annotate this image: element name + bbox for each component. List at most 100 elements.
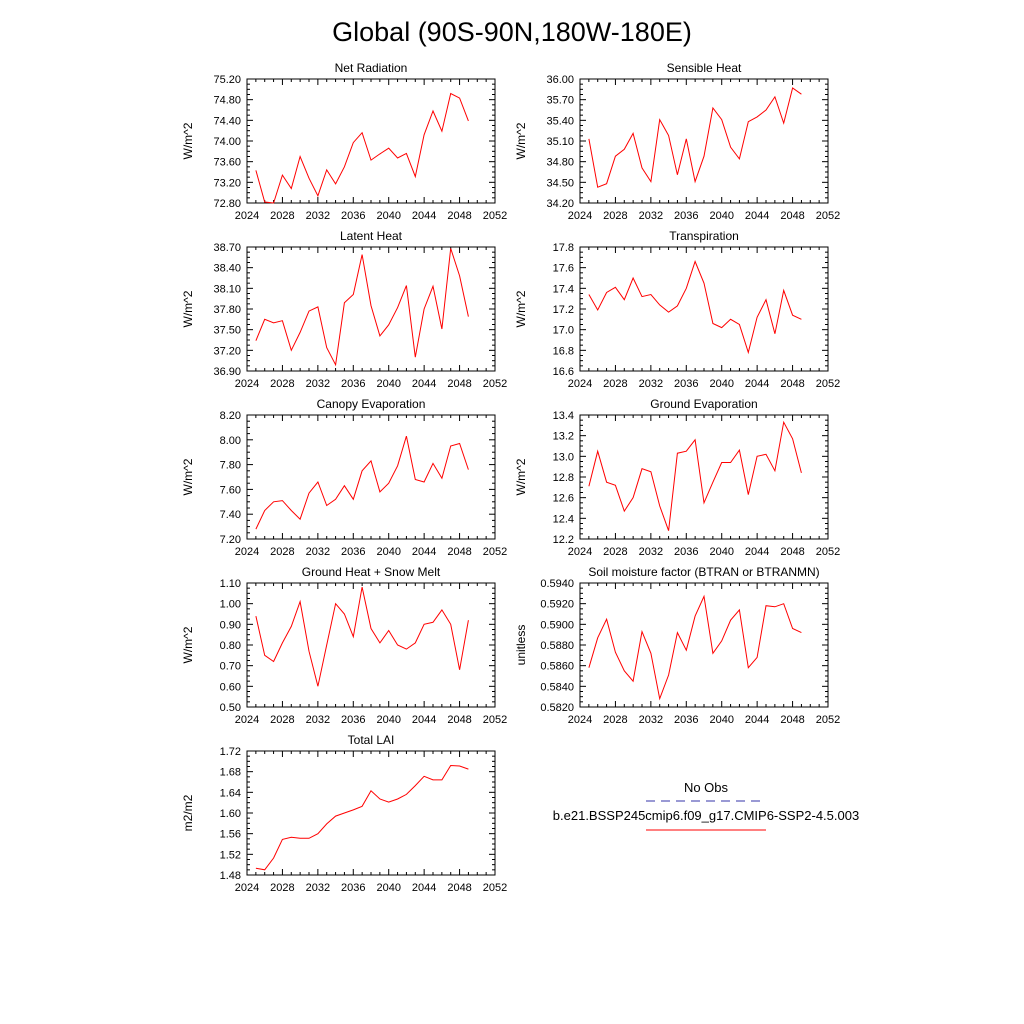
x-tick-label: 2052: [816, 210, 840, 222]
x-tick-label: 2036: [341, 210, 365, 222]
x-tick-label: 2028: [270, 378, 294, 390]
panel-5: Canopy Evaporation W/m^2 2024 2028 2032 2036 2…: [181, 397, 507, 558]
y-tick-label: 0.60: [220, 681, 241, 693]
x-tick-label: 2036: [674, 714, 698, 726]
plot-frame: [246, 414, 496, 540]
y-tick-label: 37.80: [213, 304, 241, 316]
x-tick-label: 2036: [341, 882, 365, 894]
x-tick-label: 2044: [745, 546, 769, 558]
y-tick-label: 0.90: [220, 619, 241, 631]
y-tick-label: 13.0: [553, 451, 574, 463]
x-tick-label: 2044: [412, 546, 436, 558]
x-tick-label: 2040: [709, 714, 733, 726]
y-tick-label: 73.60: [213, 157, 241, 169]
panel-title: Sensible Heat: [667, 61, 742, 75]
panel-title: Ground Evaporation: [650, 397, 757, 411]
x-tick-label: 2044: [412, 882, 436, 894]
x-tick-label: 2024: [235, 378, 259, 390]
panel-title: Ground Heat + Snow Melt: [302, 565, 441, 579]
y-tick-label: 1.72: [220, 746, 241, 758]
y-tick-label: 7.40: [220, 509, 241, 521]
panel-8: Soil moisture factor (BTRAN or BTRANMN) u…: [514, 565, 840, 726]
series-line: [588, 87, 802, 188]
x-tick-label: 2040: [376, 714, 400, 726]
panel-title: Transpiration: [669, 229, 739, 243]
panel-7: Ground Heat + Snow Melt W/m^2 2024 2028 2032…: [181, 565, 507, 726]
y-tick-label: 34.80: [546, 157, 574, 169]
y-tick-label: 38.40: [213, 263, 241, 275]
y-axis-label: W/m^2: [514, 290, 528, 327]
x-tick-label: 2052: [816, 378, 840, 390]
y-tick-label: 72.80: [213, 198, 241, 210]
plot-frame: [579, 414, 829, 540]
y-tick-label: 0.5940: [540, 578, 574, 590]
panel-3: Latent Heat W/m^2 2024 2028 2032 2036 2040 2044…: [181, 229, 507, 390]
y-tick-label: 0.50: [220, 702, 241, 714]
y-tick-label: 13.4: [553, 410, 574, 422]
y-tick-label: 1.64: [220, 787, 241, 799]
y-tick-label: 36.90: [213, 366, 241, 378]
panel-6: Ground Evaporation W/m^2 2024 2028 2032 2036 2…: [514, 397, 840, 558]
x-tick-label: 2040: [376, 546, 400, 558]
x-tick-label: 2048: [447, 714, 471, 726]
y-tick-label: 0.70: [220, 661, 241, 673]
x-tick-label: 2048: [780, 546, 804, 558]
x-tick-label: 2024: [235, 546, 259, 558]
y-tick-label: 17.4: [553, 283, 574, 295]
y-tick-label: 75.20: [213, 74, 241, 86]
y-axis-label: W/m^2: [181, 626, 195, 663]
y-tick-label: 1.56: [220, 829, 241, 841]
y-tick-label: 0.5920: [540, 599, 574, 611]
y-tick-label: 74.40: [213, 115, 241, 127]
y-tick-label: 8.00: [220, 435, 241, 447]
x-tick-label: 2024: [568, 378, 592, 390]
y-tick-label: 0.80: [220, 640, 241, 652]
y-axis-label: W/m^2: [181, 122, 195, 159]
x-tick-label: 2028: [603, 210, 627, 222]
y-tick-label: 35.40: [546, 115, 574, 127]
panel-title: Canopy Evaporation: [317, 397, 426, 411]
y-tick-label: 1.10: [220, 578, 241, 590]
y-tick-label: 13.2: [553, 431, 574, 443]
panel-title: Net Radiation: [335, 61, 408, 75]
y-tick-label: 0.5880: [540, 640, 574, 652]
y-tick-label: 1.00: [220, 599, 241, 611]
x-tick-label: 2052: [816, 714, 840, 726]
x-tick-label: 2048: [780, 210, 804, 222]
y-tick-label: 0.5860: [540, 661, 574, 673]
y-tick-label: 37.50: [213, 325, 241, 337]
x-tick-label: 2040: [376, 378, 400, 390]
y-tick-label: 34.20: [546, 198, 574, 210]
y-tick-label: 1.52: [220, 849, 241, 861]
x-tick-label: 2052: [483, 546, 507, 558]
x-tick-label: 2024: [235, 210, 259, 222]
x-tick-label: 2036: [341, 378, 365, 390]
y-tick-label: 7.60: [220, 484, 241, 496]
y-axis-label: W/m^2: [181, 290, 195, 327]
x-tick-label: 2052: [483, 882, 507, 894]
panel-4: Transpiration W/m^2 2024 2028 2032 2036 2040 20…: [514, 229, 840, 390]
x-tick-label: 2024: [568, 210, 592, 222]
y-axis-label: unitless: [514, 625, 528, 666]
x-tick-label: 2052: [483, 378, 507, 390]
x-tick-label: 2052: [483, 714, 507, 726]
y-tick-label: 1.68: [220, 767, 241, 779]
y-tick-label: 1.60: [220, 808, 241, 820]
panel-title: Soil moisture factor (BTRAN or BTRANMN): [588, 565, 819, 579]
figure-title: Global (90S-90N,180W-180E): [332, 17, 692, 47]
series-line: [255, 435, 469, 530]
x-tick-label: 2052: [816, 546, 840, 558]
y-tick-label: 36.00: [546, 74, 574, 86]
x-tick-label: 2028: [270, 714, 294, 726]
panel-9: Total LAI m2/m2 2024 2028 2032 2036 2040 2044 20…: [181, 733, 507, 894]
series-line: [588, 594, 802, 701]
panel-title: Total LAI: [348, 733, 395, 747]
plot-frame: [579, 582, 829, 708]
x-tick-label: 2028: [603, 714, 627, 726]
x-tick-label: 2040: [709, 378, 733, 390]
x-tick-label: 2044: [412, 714, 436, 726]
panel-title: Latent Heat: [340, 229, 403, 243]
x-tick-label: 2024: [235, 882, 259, 894]
x-tick-label: 2048: [447, 210, 471, 222]
